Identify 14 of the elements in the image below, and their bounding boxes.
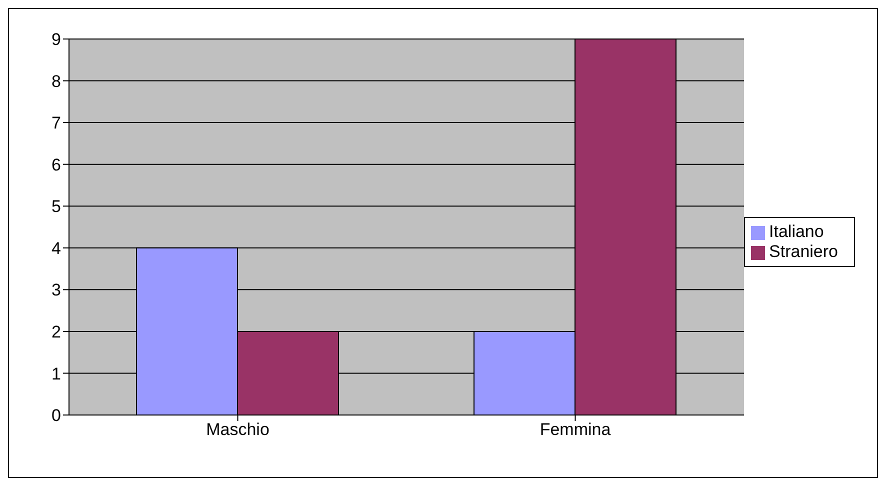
x-tick-label: Femmina <box>540 420 612 440</box>
y-tick-label: 5 <box>52 197 61 216</box>
legend-label: Italiano <box>769 222 824 241</box>
y-tick-label: 1 <box>52 364 61 384</box>
y-tick-label: 3 <box>52 280 61 300</box>
y-tick-label: 6 <box>52 155 61 174</box>
y-tick-label: 2 <box>52 322 61 342</box>
y-tick-label: 7 <box>52 114 61 133</box>
y-tick-label: 0 <box>52 406 61 426</box>
legend-label: Straniero <box>769 242 838 261</box>
y-tick-label: 4 <box>52 238 61 258</box>
x-tick-label: Maschio <box>206 420 270 440</box>
y-tick-label: 9 <box>52 30 61 50</box>
y-tick-label: 8 <box>52 72 61 91</box>
